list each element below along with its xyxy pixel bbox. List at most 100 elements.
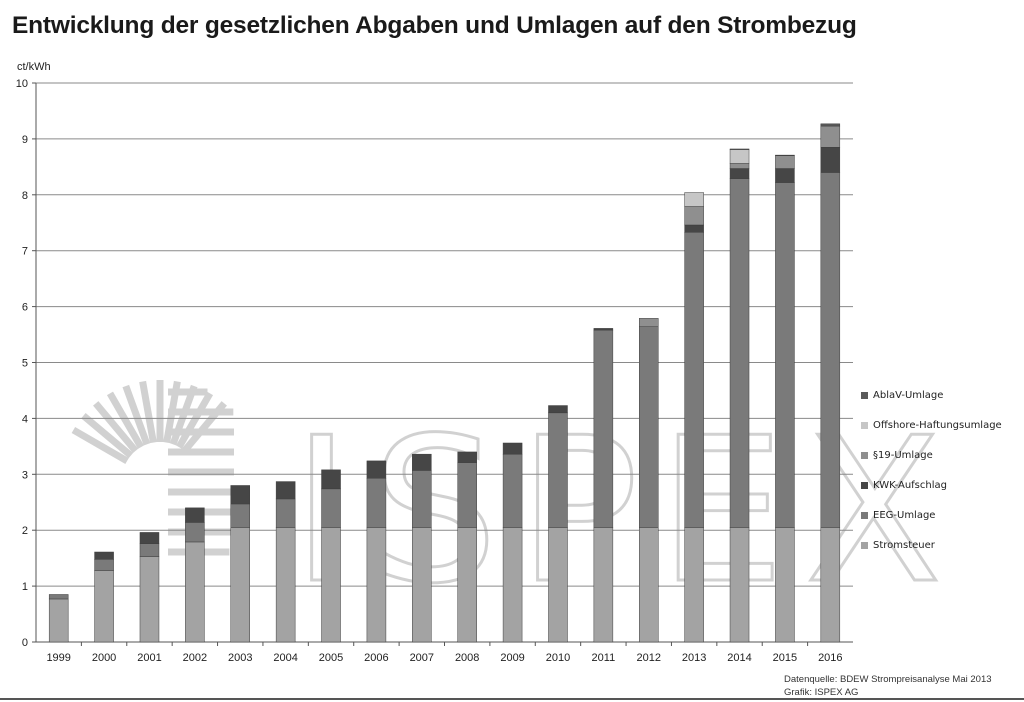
x-tick-label: 2006 — [364, 652, 388, 664]
x-tick-label: 2003 — [228, 652, 252, 664]
x-tick-label: 2014 — [727, 652, 751, 664]
legend-item: Stromsteuer — [861, 530, 1002, 560]
bar-segment — [412, 453, 432, 471]
x-tick-label: 2012 — [637, 652, 661, 664]
bar-segment — [593, 527, 614, 643]
x-tick-label: 2009 — [500, 652, 524, 664]
bar-segment — [775, 527, 795, 643]
bar-segment — [684, 527, 704, 643]
legend-swatch — [861, 481, 868, 489]
chart-title: Entwicklung der gesetzlichen Abgaben und… — [12, 12, 857, 39]
bar-segment — [820, 123, 841, 127]
x-tick-label: 2011 — [592, 652, 616, 664]
bar-segment — [729, 149, 750, 164]
bar-segment — [729, 163, 750, 169]
chart-legend: AblaV-Umlage Offshore-Haftungsumlage §19-U… — [861, 380, 1002, 560]
bar-segment — [275, 498, 296, 528]
bar-segment — [457, 451, 477, 463]
bar-segment — [366, 527, 387, 643]
x-tick-label: 2007 — [410, 652, 434, 664]
legend-item: EEG-Umlage — [861, 500, 1002, 530]
bar-segment — [94, 551, 114, 560]
legend-item: AblaV-Umlage — [861, 380, 1002, 410]
source-footer: Datenquelle: BDEW Strompreisanalyse Mai … — [784, 673, 992, 699]
x-axis-ticks: 1999 2000 2001 2002 2003 2004 2005 2006 2007 2008… — [46, 642, 843, 664]
bar-segment — [639, 326, 659, 528]
bar-segment — [321, 527, 341, 643]
bar-segment — [502, 453, 523, 528]
legend-item: §19-Umlage — [861, 440, 1002, 470]
x-tick-label: 1999 — [46, 652, 70, 664]
watermark-stripe — [169, 384, 198, 446]
chart-gridlines — [36, 82, 853, 643]
legend-item: KWK-Aufschlag — [861, 470, 1002, 500]
y-tick-label: 2 — [22, 525, 28, 537]
x-tick-label: 2010 — [546, 652, 570, 664]
watermark-stripe — [106, 391, 145, 449]
y-tick-label: 1 — [22, 581, 28, 593]
graphic-credit: Grafik: ISPEX AG — [784, 687, 859, 698]
bar-segment — [94, 559, 114, 571]
watermark-stripe — [139, 380, 157, 444]
bar-segment — [185, 541, 205, 643]
y-axis-ticks: 0 1 2 3 4 5 6 7 8 9 10 — [16, 78, 36, 649]
bar-segment — [820, 527, 841, 643]
bar-segment — [185, 507, 205, 523]
y-tick-label: 6 — [22, 302, 28, 314]
x-tick-label: 2001 — [137, 652, 161, 664]
bar-segment — [48, 598, 69, 643]
bar-segment — [820, 147, 841, 173]
bar-segment — [775, 168, 795, 183]
bar-segment — [230, 503, 250, 528]
bottom-divider — [0, 698, 1024, 700]
watermark-stripe — [93, 401, 139, 454]
bar-segment — [684, 192, 704, 207]
x-tick-label: 2002 — [183, 652, 207, 664]
x-tick-label: 2015 — [773, 652, 797, 664]
watermark-stripe — [163, 380, 181, 444]
bar-segment — [185, 522, 205, 543]
bar-segment — [548, 412, 568, 528]
bar-segment — [412, 470, 432, 528]
bar-segment — [684, 232, 704, 528]
y-tick-label: 9 — [22, 134, 28, 146]
x-tick-label: 2004 — [273, 652, 297, 664]
bar-segment — [275, 527, 296, 643]
bar-segment — [412, 527, 432, 643]
y-axis-label: ct/kWh — [17, 61, 51, 73]
watermark-stripe — [181, 401, 227, 454]
bar-segment — [729, 178, 750, 528]
y-tick-label: 3 — [22, 469, 28, 481]
legend-swatch — [861, 541, 868, 549]
legend-swatch — [861, 421, 868, 429]
legend-label: EEG-Umlage — [873, 509, 936, 521]
bar-segment — [775, 155, 795, 169]
bar-segment — [48, 594, 69, 600]
y-tick-label: 10 — [16, 78, 28, 90]
bar-segment — [775, 182, 795, 528]
legend-label: Stromsteuer — [873, 539, 935, 551]
legend-item: Offshore-Haftungsumlage — [861, 410, 1002, 440]
y-tick-label: 8 — [22, 190, 28, 202]
x-tick-label: 2013 — [682, 652, 706, 664]
x-tick-label: 2016 — [818, 652, 842, 664]
watermark-stripe — [175, 391, 214, 449]
bar-segment — [502, 442, 523, 455]
x-tick-label: 2008 — [455, 652, 479, 664]
bar-segment — [457, 527, 477, 643]
watermark-stripe — [81, 413, 134, 459]
x-tick-label: 2005 — [319, 652, 343, 664]
legend-label: §19-Umlage — [873, 449, 933, 461]
bar-segment — [275, 481, 296, 500]
bar-segment — [684, 224, 704, 233]
legend-label: KWK-Aufschlag — [873, 479, 947, 491]
bar-segment — [366, 477, 387, 528]
bar-segment — [775, 154, 795, 156]
bar-segment — [548, 405, 568, 414]
bar-segment — [94, 570, 114, 643]
bar-segment — [729, 148, 750, 150]
bar-segment — [230, 527, 250, 643]
watermark-stripe — [71, 426, 129, 465]
bar-segment — [593, 329, 614, 528]
bar-segment — [139, 556, 160, 643]
